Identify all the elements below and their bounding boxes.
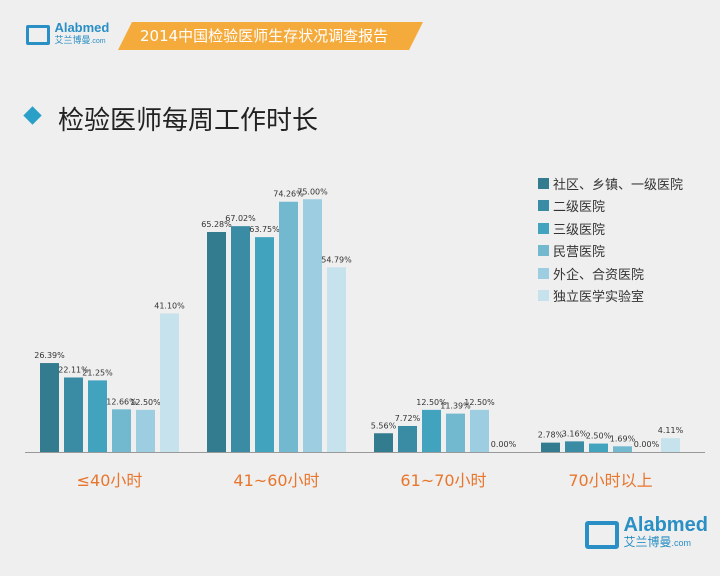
bar bbox=[160, 313, 179, 452]
bar bbox=[136, 409, 155, 452]
bar bbox=[64, 377, 83, 452]
chart-title: 检验医师每周工作时长 bbox=[58, 106, 319, 136]
report-banner: 2014中国检验医师生存状况调查报告 bbox=[118, 22, 423, 50]
bar bbox=[112, 409, 131, 452]
data-label: 2.50% bbox=[586, 432, 612, 441]
data-label: 12.66% bbox=[106, 397, 137, 406]
category-label: 61~70小时 bbox=[400, 471, 486, 490]
data-label: 11.39% bbox=[440, 402, 471, 411]
legend-label: 外企、合资医院 bbox=[553, 267, 645, 283]
data-label: 5.56% bbox=[371, 421, 397, 430]
footer-logo: Alabmed 艾兰博曼.com bbox=[585, 515, 708, 551]
legend-swatch bbox=[538, 267, 549, 279]
legend: 社区、乡镇、一级医院 二级医院三级医院民营医院外企、合资医院 独立医学实验室 bbox=[538, 172, 683, 307]
bar bbox=[398, 425, 417, 452]
legend-item: 二级医院 bbox=[538, 195, 683, 218]
data-label: 67.02% bbox=[225, 214, 256, 223]
bar bbox=[279, 201, 298, 452]
category-label: ≤40小时 bbox=[77, 471, 143, 490]
data-label: 21.25% bbox=[82, 368, 113, 377]
bar bbox=[374, 433, 393, 452]
legend-item: 独立医学实验室 bbox=[538, 285, 683, 308]
bar bbox=[565, 441, 584, 452]
bar bbox=[541, 442, 560, 452]
legend-swatch bbox=[538, 245, 549, 257]
bar bbox=[446, 413, 465, 452]
bar bbox=[303, 199, 322, 452]
data-label: 22.11% bbox=[58, 365, 89, 374]
legend-swatch bbox=[538, 222, 549, 234]
header-logo: Alabmed 艾兰博曼.com bbox=[26, 21, 109, 47]
data-label: 1.69% bbox=[610, 434, 636, 443]
bar bbox=[470, 409, 489, 452]
category-label: 41~60小时 bbox=[233, 471, 319, 490]
bar bbox=[327, 267, 346, 452]
data-label: 12.50% bbox=[464, 398, 495, 407]
legend-label: 三级医院 bbox=[553, 222, 606, 238]
data-label: 63.75% bbox=[249, 225, 280, 234]
legend-item: 民营医院 bbox=[538, 240, 683, 263]
data-label: 0.00% bbox=[491, 440, 517, 449]
bar bbox=[207, 232, 226, 452]
legend-item: 三级医院 bbox=[538, 217, 683, 240]
bar bbox=[422, 409, 441, 452]
data-label: 26.39% bbox=[34, 351, 65, 360]
legend-label: 独立医学实验室 bbox=[553, 290, 645, 306]
data-label: 3.16% bbox=[562, 429, 588, 438]
data-label: 41.10% bbox=[154, 301, 185, 310]
legend-swatch bbox=[538, 200, 549, 212]
logo-icon bbox=[26, 24, 50, 45]
bar bbox=[255, 237, 274, 452]
data-label: 75.00% bbox=[297, 187, 328, 196]
data-label: 4.11% bbox=[658, 426, 684, 435]
data-label: 65.28% bbox=[201, 220, 232, 229]
data-label: 54.79% bbox=[321, 255, 352, 264]
data-label: 2.78% bbox=[538, 431, 564, 440]
bar bbox=[589, 443, 608, 452]
data-label: 12.50% bbox=[416, 398, 447, 407]
bar bbox=[661, 438, 680, 452]
data-label: 12.50% bbox=[130, 398, 161, 407]
legend-item: 外企、合资医院 bbox=[538, 262, 683, 285]
data-label: 7.72% bbox=[395, 414, 421, 423]
bar bbox=[40, 363, 59, 452]
data-label: 0.00% bbox=[634, 440, 660, 449]
logo-icon bbox=[585, 520, 619, 549]
legend-label: 社区、乡镇、一级医院 bbox=[553, 177, 684, 193]
bar bbox=[88, 380, 107, 452]
legend-item: 社区、乡镇、一级医院 bbox=[538, 172, 683, 195]
legend-swatch bbox=[538, 290, 549, 302]
data-label: 74.26% bbox=[273, 190, 304, 199]
bar bbox=[613, 446, 632, 452]
legend-swatch bbox=[538, 177, 549, 189]
legend-label: 二级医院 bbox=[553, 200, 606, 216]
legend-label: 民营医院 bbox=[553, 245, 606, 261]
category-label: 70小时以上 bbox=[568, 471, 652, 490]
bar bbox=[231, 226, 250, 452]
